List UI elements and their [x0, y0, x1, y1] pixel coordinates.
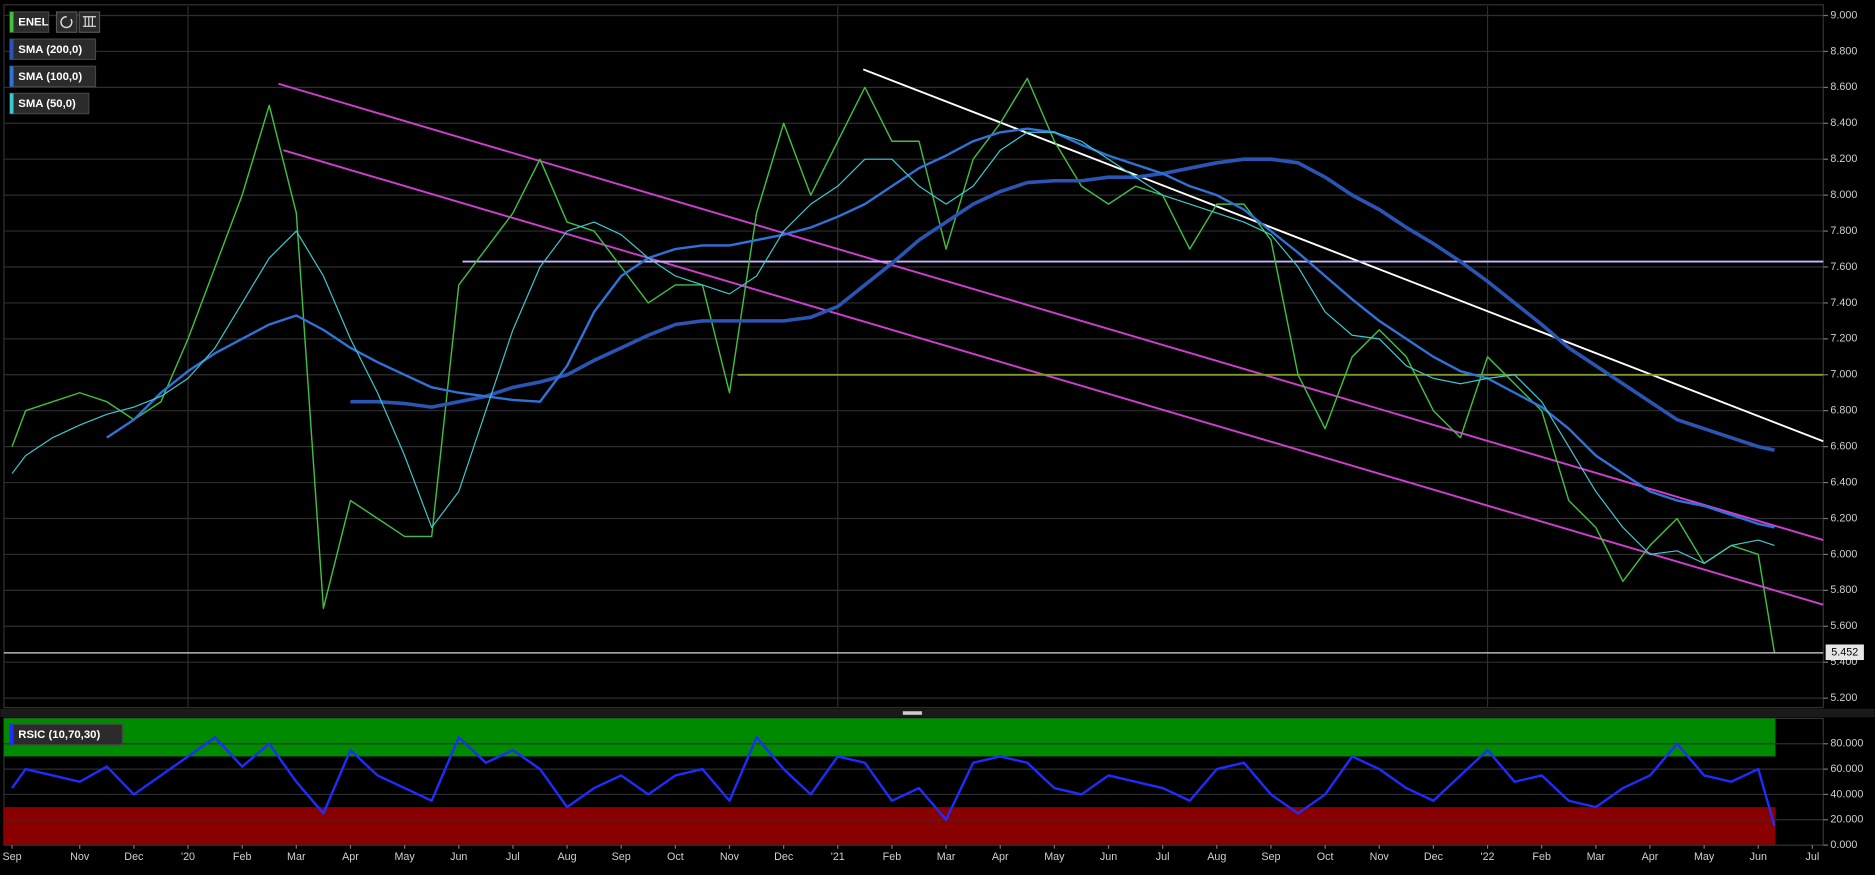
x-tick-label: Dec: [124, 851, 144, 863]
legend-swatch: [9, 724, 14, 745]
y-tick-label: 5.800: [1830, 584, 1857, 596]
legend-swatch: [9, 11, 14, 33]
x-tick-label: Sep: [1261, 851, 1280, 863]
x-tick-label: Mar: [1587, 851, 1606, 863]
refresh-button[interactable]: [55, 11, 78, 33]
last-price-box: [1825, 644, 1864, 661]
x-tick-label: Jul: [506, 851, 520, 863]
legend-label: RSIC (10,70,30): [18, 729, 100, 741]
x-tick-label: Feb: [233, 851, 252, 863]
trend-line: [283, 149, 1824, 606]
y-tick-label: 80.000: [1830, 738, 1863, 750]
y-tick-label: 6.000: [1830, 548, 1857, 560]
x-tick-label: Nov: [720, 851, 740, 863]
y-tick-label: 40.000: [1830, 788, 1863, 800]
x-tick-label: Sep: [612, 851, 631, 863]
zone-band: [3, 807, 1776, 846]
y-tick-label: 6.200: [1830, 512, 1857, 524]
legend-box[interactable]: [9, 723, 123, 746]
legend-label: SMA (200,0): [18, 44, 82, 56]
y-tick-label: 7.000: [1830, 369, 1857, 381]
x-tick-label: Feb: [1532, 851, 1551, 863]
x-tick-label: Apr: [992, 851, 1009, 863]
trend-line: [278, 82, 1824, 541]
marks-layer: [3, 68, 1824, 827]
last-price-label: 5.452: [1831, 647, 1858, 659]
x-tick-label: May: [1694, 851, 1715, 863]
x-tick-label: Mar: [937, 851, 956, 863]
x-tick-label: Dec: [1424, 851, 1444, 863]
legend-label: SMA (50,0): [18, 98, 76, 110]
trend-line: [862, 68, 1824, 443]
y-tick-label: 5.600: [1830, 620, 1857, 632]
x-tick-label: '22: [1481, 851, 1495, 863]
y-tick-label: 7.200: [1830, 333, 1857, 345]
legend-box[interactable]: [9, 92, 90, 115]
y-tick-label: 6.400: [1830, 476, 1857, 488]
y-tick-label: 5.200: [1830, 692, 1857, 704]
y-tick-label: 20.000: [1830, 814, 1863, 826]
x-tick-label: Feb: [883, 851, 902, 863]
settings-icon: [82, 16, 96, 27]
y-tick-label: 8.800: [1830, 45, 1857, 57]
legend-label: SMA (100,0): [18, 71, 82, 83]
x-tick-label: Dec: [774, 851, 794, 863]
x-tick-label: Sep: [2, 851, 21, 863]
zone-band: [3, 718, 1776, 757]
legend-box[interactable]: [9, 11, 50, 33]
x-tick-label: Jul: [1806, 851, 1820, 863]
legend-box[interactable]: [9, 38, 97, 61]
legend-label: ENEL: [18, 17, 48, 29]
x-tick-label: '20: [181, 851, 195, 863]
series-line: [11, 77, 1776, 654]
x-tick-label: Nov: [1370, 851, 1390, 863]
series-line: [106, 127, 1775, 529]
y-tick-label: 0.000: [1830, 839, 1857, 851]
series-line: [11, 736, 1776, 827]
x-tick-label: Aug: [557, 851, 576, 863]
x-tick-label: Jun: [1100, 851, 1117, 863]
x-tick-label: Apr: [342, 851, 359, 863]
series-line: [350, 157, 1775, 452]
x-tick-label: Oct: [667, 851, 684, 863]
x-tick-label: Apr: [1642, 851, 1659, 863]
price-panel-frame: [3, 4, 1824, 709]
y-tick-label: 60.000: [1830, 763, 1863, 775]
series-line: [11, 131, 1775, 564]
splitter-handle[interactable]: [902, 711, 922, 715]
refresh-icon: [60, 16, 73, 29]
panel-splitter[interactable]: [0, 708, 1875, 718]
x-tick-label: '21: [831, 851, 845, 863]
y-tick-label: 7.600: [1830, 261, 1857, 273]
y-tick-label: 6.600: [1830, 440, 1857, 452]
x-tick-label: Oct: [1317, 851, 1334, 863]
x-tick-label: May: [394, 851, 415, 863]
y-tick-label: 8.200: [1830, 153, 1857, 165]
x-tick-label: May: [1044, 851, 1065, 863]
x-tick-label: Jun: [450, 851, 467, 863]
x-tick-label: Nov: [70, 851, 90, 863]
y-tick-label: 8.000: [1830, 189, 1857, 201]
y-tick-label: 8.600: [1830, 81, 1857, 93]
legend-swatch: [9, 66, 14, 87]
x-tick-label: Jul: [1156, 851, 1170, 863]
y-tick-label: 9.000: [1830, 9, 1857, 21]
y-tick-label: 6.800: [1830, 405, 1857, 417]
legend-swatch: [9, 93, 14, 114]
legend-swatch: [9, 39, 14, 60]
x-tick-label: Mar: [287, 851, 306, 863]
x-tick-label: Aug: [1207, 851, 1226, 863]
y-tick-label: 7.800: [1830, 225, 1857, 237]
y-tick-label: 8.400: [1830, 117, 1857, 129]
legend-box[interactable]: [9, 65, 97, 88]
y-tick-label: 7.400: [1830, 297, 1857, 309]
x-tick-label: Jun: [1750, 851, 1767, 863]
ui-layer: 5.2005.4005.6005.8006.0006.2006.4006.600…: [2, 9, 1864, 863]
